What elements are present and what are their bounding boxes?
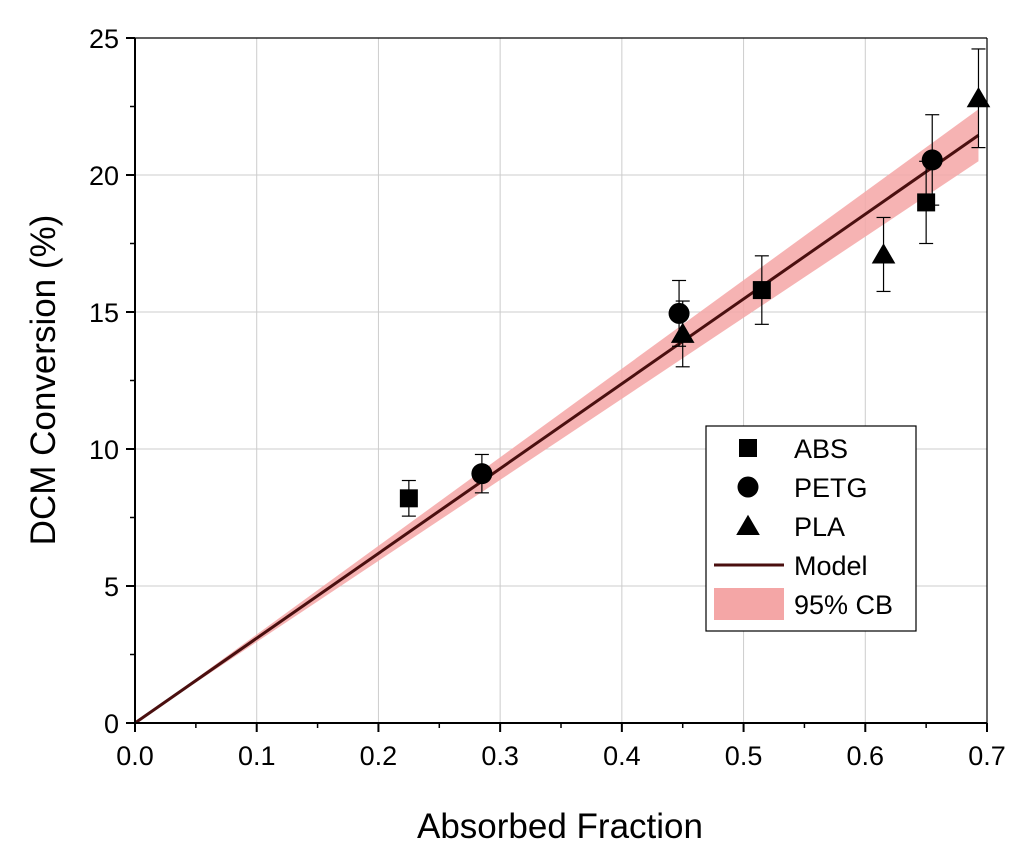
legend-label: Model <box>794 551 868 581</box>
legend-label: 95% CB <box>794 590 893 620</box>
model-line-layer <box>134 134 980 725</box>
legend-petg-swatch <box>737 476 759 498</box>
y-tick-label: 25 <box>89 24 119 54</box>
x-tick-label: 0.0 <box>116 741 154 771</box>
confidence-band <box>135 109 979 724</box>
x-tick-label: 0.2 <box>360 741 398 771</box>
x-tick-label: 0.1 <box>238 741 276 771</box>
model-line <box>134 134 980 725</box>
y-tick-label: 0 <box>104 709 119 739</box>
y-tick-label: 20 <box>89 161 119 191</box>
legend: ABS PETG PLA Model 95% CB <box>705 425 917 632</box>
ticks: 0.0 0.1 0.2 0.3 0.4 0.5 0.6 0.7 0 5 10 15 20 25 <box>89 24 1006 771</box>
y-axis-title: DCM Conversion (%) <box>24 215 63 546</box>
pla-point <box>670 322 695 343</box>
grid <box>135 38 987 723</box>
x-tick-label: 0.7 <box>968 741 1006 771</box>
x-tick-label: 0.4 <box>603 741 641 771</box>
abs-point <box>399 489 418 508</box>
y-tick-label: 15 <box>89 298 119 328</box>
y-tick-label: 5 <box>104 572 119 602</box>
y-tick-label: 10 <box>89 435 119 465</box>
legend-label: PETG <box>794 473 868 503</box>
x-tick-label: 0.3 <box>481 741 519 771</box>
x-axis-title: Absorbed Fraction <box>417 807 703 846</box>
legend-band-swatch <box>714 588 784 620</box>
pla-point <box>966 87 991 108</box>
petg-point <box>668 302 690 324</box>
x-tick-label: 0.5 <box>725 741 763 771</box>
legend-label: PLA <box>794 512 845 542</box>
abs-point <box>752 281 771 300</box>
legend-label: ABS <box>794 434 848 464</box>
abs-point <box>917 193 936 212</box>
legend-abs-swatch <box>739 439 757 457</box>
petg-point <box>921 149 943 171</box>
petg-point <box>471 463 493 485</box>
data-points-layer <box>399 87 991 508</box>
confidence-band-layer <box>135 109 979 724</box>
legend-pla-swatch <box>736 514 760 535</box>
pla-point <box>871 243 896 264</box>
x-tick-label: 0.6 <box>847 741 885 771</box>
